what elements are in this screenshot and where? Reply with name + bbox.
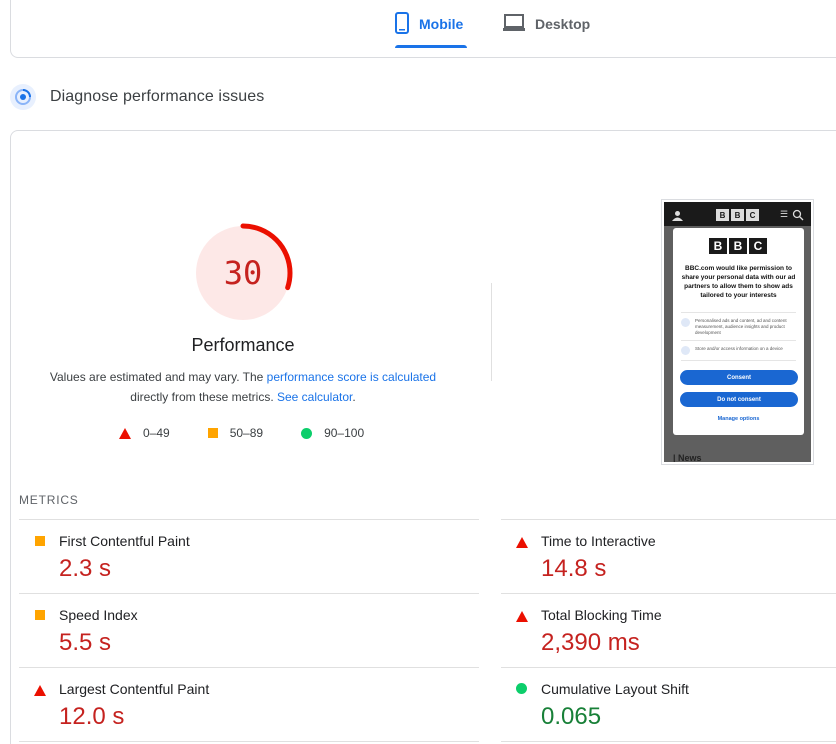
legend-item-good: 90–100	[301, 426, 364, 440]
tab-desktop-label: Desktop	[535, 16, 591, 32]
legend-range: 50–89	[229, 426, 264, 440]
user-icon	[672, 208, 683, 221]
metric-speed-index: Speed Index 5.5 s	[19, 593, 479, 667]
score-calculation-link[interactable]: performance score is calculated	[266, 370, 437, 384]
metric-name: First Contentful Paint	[59, 533, 190, 549]
metric-time-to-interactive: Time to Interactive 14.8 s	[501, 519, 836, 593]
score-value: 30	[223, 254, 263, 292]
consent-option-text: Store and/or access information on a dev…	[695, 346, 783, 351]
metric-total-blocking-time: Total Blocking Time 2,390 ms	[501, 593, 836, 667]
divider	[681, 360, 796, 361]
do-not-consent-button: Do not consent	[680, 392, 798, 407]
metric-value: 12.0 s	[59, 703, 125, 730]
fail-triangle-icon	[119, 427, 131, 439]
metric-name: Cumulative Layout Shift	[541, 681, 689, 697]
diagnose-section-heading: Diagnose performance issues	[10, 84, 264, 110]
consent-option: Personalised ads and content, ad and con…	[681, 318, 796, 336]
performance-description: Values are estimated and may vary. The p…	[41, 367, 445, 407]
thumbnail-site-header: B B C ☰	[664, 202, 811, 226]
score-legend: 0–49 50–89 90–100	[119, 426, 402, 440]
performance-report-card: 30 Performance Values are estimated and …	[10, 130, 836, 744]
metrics-bottom-divider	[501, 741, 836, 742]
legend-item-poor: 0–49	[119, 426, 170, 440]
device-tabs-bar: Mobile Desktop	[10, 0, 836, 58]
thumbnail-logo-large: B B C	[709, 238, 767, 254]
divider	[681, 340, 796, 341]
consent-option: Store and/or access information on a dev…	[681, 346, 796, 355]
thumbnail-viewport: B B C ☰ B B C BBC.com would like permiss…	[664, 202, 811, 462]
laptop-icon	[503, 13, 525, 35]
metric-value: 5.5 s	[59, 629, 112, 656]
metric-value: 2,390 ms	[541, 629, 640, 656]
news-heading: | News	[673, 453, 702, 462]
manage-options-link: Manage options	[717, 416, 760, 422]
logo-letter: B	[716, 209, 729, 221]
section-title: Diagnose performance issues	[50, 88, 265, 105]
pass-circle-icon	[301, 427, 313, 439]
logo-letter: B	[709, 238, 727, 254]
metric-value: 2.3 s	[59, 555, 112, 582]
vertical-divider	[491, 283, 492, 381]
fail-triangle-icon	[516, 611, 528, 622]
metric-value: 14.8 s	[541, 555, 607, 582]
average-square-icon	[207, 428, 218, 438]
average-square-icon	[35, 610, 45, 620]
logo-letter: C	[749, 238, 767, 254]
metrics-bottom-divider	[19, 741, 479, 742]
consent-option-text: Personalised ads and content, ad and con…	[695, 318, 787, 335]
legend-item-average: 50–89	[207, 426, 264, 440]
divider	[681, 312, 796, 313]
desc-text-2: directly from these metrics.	[130, 390, 277, 404]
menu-icon: ☰	[780, 209, 789, 219]
final-screenshot-thumbnail: B B C ☰ B B C BBC.com would like permiss…	[661, 199, 814, 465]
device-icon	[681, 346, 690, 355]
thumbnail-logo-small: B B C	[716, 209, 759, 221]
fail-triangle-icon	[516, 537, 528, 548]
metric-name: Total Blocking Time	[541, 607, 662, 623]
tab-mobile[interactable]: Mobile	[395, 0, 467, 48]
metric-largest-contentful-paint: Largest Contentful Paint 12.0 s	[19, 667, 479, 741]
score-arc	[193, 223, 293, 323]
logo-letter: B	[731, 209, 744, 221]
tab-desktop[interactable]: Desktop	[503, 0, 590, 48]
metric-cumulative-layout-shift: Cumulative Layout Shift 0.065	[501, 667, 836, 741]
active-tab-indicator	[395, 45, 467, 48]
metrics-heading: METRICS	[19, 493, 79, 507]
diagnose-target-icon	[10, 84, 36, 110]
metric-name: Speed Index	[59, 607, 138, 623]
consent-button: Consent	[680, 370, 798, 385]
logo-letter: B	[729, 238, 747, 254]
metric-first-contentful-paint: First Contentful Paint 2.3 s	[19, 519, 479, 593]
see-calculator-link[interactable]: See calculator	[276, 390, 353, 404]
metric-value: 0.065	[541, 703, 602, 730]
desc-text-1: Values are estimated and may vary. The	[49, 370, 267, 384]
performance-score-gauge: 30	[193, 223, 293, 323]
legend-range: 0–49	[143, 426, 170, 440]
consent-message: BBC.com would like permission to share y…	[681, 265, 796, 299]
pass-circle-icon	[516, 683, 527, 694]
search-icon	[792, 208, 804, 221]
mobile-phone-icon	[395, 11, 409, 37]
fail-triangle-icon	[34, 685, 46, 696]
desc-text-3: .	[352, 390, 356, 404]
metric-name: Largest Contentful Paint	[59, 681, 210, 697]
average-square-icon	[35, 536, 45, 546]
tab-mobile-label: Mobile	[419, 16, 464, 32]
metric-name: Time to Interactive	[541, 533, 656, 549]
person-icon	[681, 318, 690, 327]
performance-title: Performance	[191, 335, 295, 355]
legend-range: 90–100	[324, 426, 365, 440]
consent-dialog: B B C BBC.com would like permission to s…	[673, 228, 804, 435]
logo-letter: C	[746, 209, 759, 221]
